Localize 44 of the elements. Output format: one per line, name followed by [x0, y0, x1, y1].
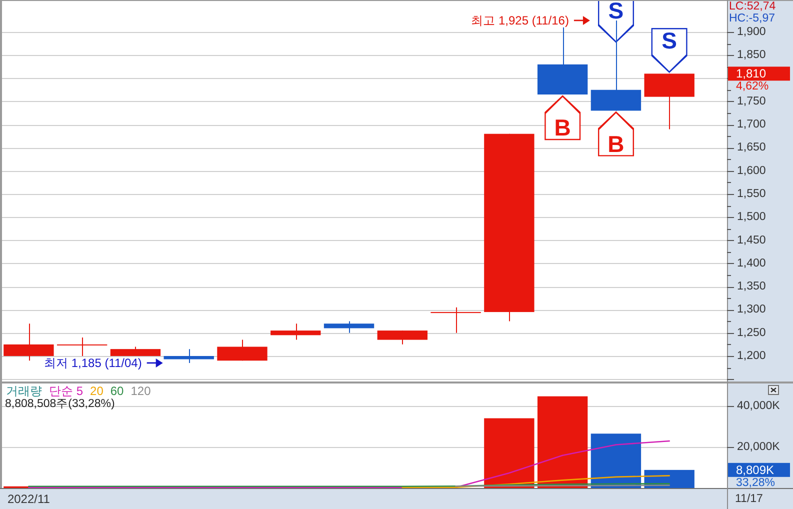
- text: 1,810: [736, 66, 766, 81]
- y-tick-label: 1,500: [737, 211, 766, 224]
- text: 4,62%: [736, 80, 769, 93]
- candlestick: [56, 336, 108, 357]
- annotation: 최고 1,925 (11/16): [471, 13, 569, 28]
- text: 60: [110, 384, 124, 398]
- y-tick-label: 1,650: [737, 142, 766, 154]
- data-label: S: [662, 28, 678, 54]
- y-tick-label: 1,300: [737, 304, 766, 316]
- data-label: S: [608, 0, 624, 24]
- line-series: [402, 475, 670, 488]
- text: HC:-5,97: [729, 12, 776, 24]
- text: 20: [90, 384, 104, 398]
- text: LC:52,74: [729, 0, 776, 12]
- bar: [590, 434, 642, 488]
- x-tick-label: 2022/11: [7, 492, 50, 506]
- y-tick-label: 1,700: [737, 118, 766, 131]
- candlestick: [430, 306, 481, 334]
- data-label: B: [608, 130, 624, 157]
- y-tick-label: 1,900: [737, 26, 766, 38]
- chart-title: 거래량: [6, 384, 42, 398]
- y-tick-label: 1,450: [737, 234, 766, 246]
- y-tick-label: 1,250: [737, 326, 766, 339]
- text: 8,809K: [736, 462, 774, 477]
- y-tick-label: 40,000K: [737, 400, 780, 412]
- data-label: B: [554, 114, 571, 141]
- text: 33,28%: [736, 476, 776, 489]
- y-tick-label: 1,350: [737, 280, 766, 293]
- text: 단순 5: [49, 384, 84, 398]
- y-tick-label: 1,550: [737, 188, 766, 200]
- text: 120: [130, 384, 152, 398]
- candlestick: [270, 323, 321, 340]
- y-tick-label: 1,600: [737, 164, 766, 177]
- y-tick-label: 1,200: [737, 350, 766, 362]
- text: 11/17: [735, 493, 763, 505]
- y-tick-label: 1,400: [737, 257, 766, 270]
- bar: [537, 396, 588, 488]
- bar: [484, 418, 534, 488]
- annotation: 8,808,508주(33,28%): [5, 398, 115, 410]
- y-tick-label: 1,750: [737, 95, 766, 108]
- y-tick-label: 1,850: [737, 49, 766, 62]
- y-tick-label: 20,000K: [737, 440, 780, 453]
- annotation: 최저 1,185 (11/04): [44, 356, 142, 370]
- candlestick: [164, 348, 214, 364]
